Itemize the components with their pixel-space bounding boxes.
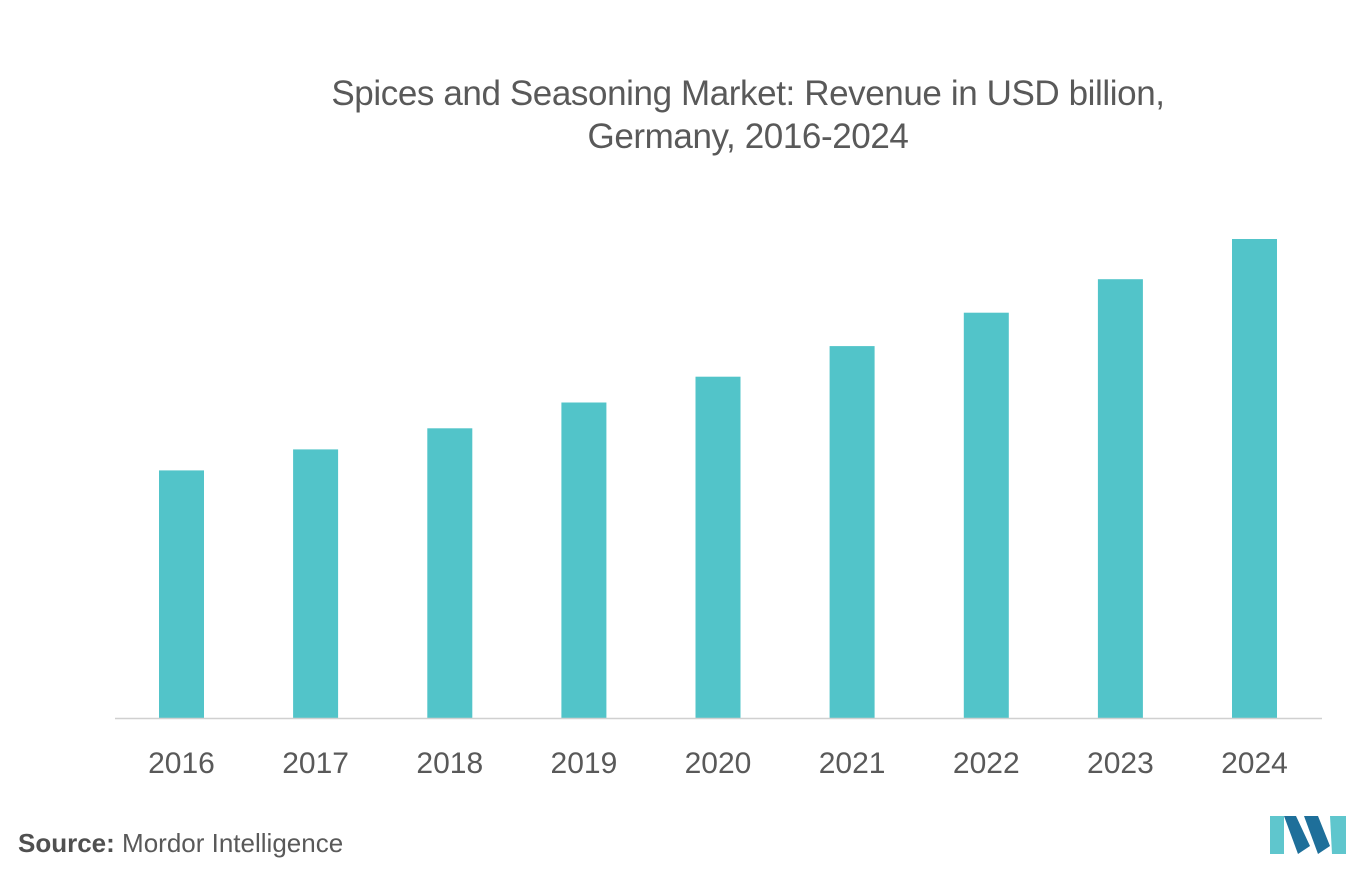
x-tick-label-2020: 2020 [685, 747, 752, 780]
bar-2020 [695, 376, 741, 718]
x-tick-label-2024: 2024 [1221, 747, 1288, 780]
chart-title: Spices and Seasoning Market: Revenue in … [150, 72, 1346, 158]
bar-2024 [1232, 239, 1277, 718]
bar-2022 [963, 312, 1009, 718]
logo-shape-left [1270, 816, 1284, 854]
source-text: Mordor Intelligence [122, 828, 344, 858]
bar-2016 [159, 470, 204, 718]
mordor-intelligence-logo-icon [1270, 816, 1346, 854]
source-note: Source: Mordor Intelligence [18, 828, 343, 859]
logo-shape-diag-1 [1284, 816, 1310, 854]
chart-title-line-1: Spices and Seasoning Market: Revenue in … [331, 74, 1165, 113]
chart-title-line-2: Germany, 2016-2024 [587, 117, 909, 156]
x-tick-label-2018: 2018 [416, 747, 483, 780]
logo-shape-right [1330, 816, 1346, 854]
x-tick-label-2021: 2021 [819, 747, 886, 780]
bar-2021 [829, 346, 875, 718]
bar-2018 [427, 428, 473, 718]
x-tick-label-2022: 2022 [953, 747, 1020, 780]
x-tick-label-2016: 2016 [148, 747, 215, 780]
bar-2017 [293, 449, 339, 718]
source-label: Source: [18, 828, 115, 858]
x-tick-label-2023: 2023 [1087, 747, 1154, 780]
x-tick-label-2019: 2019 [551, 747, 618, 780]
bar-2023 [1097, 279, 1143, 718]
x-tick-label-2017: 2017 [282, 747, 349, 780]
logo-shape-diag-2 [1304, 816, 1330, 854]
bar-2019 [561, 402, 607, 718]
